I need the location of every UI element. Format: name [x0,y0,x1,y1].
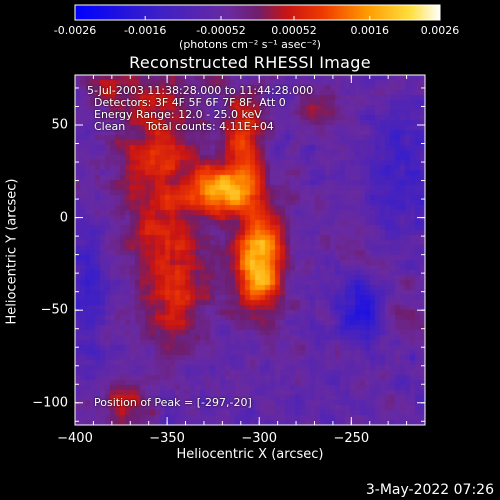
peak-position-annotation: Position of Peak = [-297,-20] [94,396,252,409]
x-tick-label: −300 [241,431,278,446]
y-tick-label: 50 [51,117,68,133]
y-tick-label: 0 [59,210,68,226]
y-axis-label: Heliocentric Y (arcsec) [4,178,20,325]
colorbar-tick-label: -0.0016 [123,24,167,37]
colorbar-gradient [74,4,441,21]
time-range-annotation: 5-Jul-2003 11:38:28.000 to 11:44:28.000 [87,84,314,97]
x-tick-label: −250 [333,431,370,446]
colorbar-unit-label: (photons cm⁻² s⁻¹ asec⁻²) [179,38,321,51]
total-counts-annotation: Total counts: 4.11E+04 [146,120,274,133]
y-tick-label: −50 [40,302,68,318]
y-tick-label: −100 [32,395,68,411]
colorbar-tick-label: -0.0026 [53,24,97,37]
colorbar-tick-label: 0.0026 [420,24,460,37]
colorbar-tickmarks [74,16,441,20]
energy-range-annotation: Energy Range: 12.0 - 25.0 keV [94,108,262,121]
x-tick-label: −400 [57,431,93,446]
clean-annotation: Clean [94,120,126,133]
colorbar-tick-label: 0.0016 [350,24,390,37]
detectors-annotation: Detectors: 3F 4F 5F 6F 7F 8F, Att 0 [94,96,286,109]
colorbar-tick-label: -0.00052 [196,24,246,37]
x-axis-label: Heliocentric X (arcsec) [176,447,324,462]
timestamp: 3-May-2022 07:26 [365,482,494,498]
colorbar-tick-label: 0.00052 [271,24,317,37]
colorbar [74,4,441,21]
x-tick-label: −350 [149,431,185,446]
chart-title: Reconstructed RHESSI Image [129,53,371,72]
